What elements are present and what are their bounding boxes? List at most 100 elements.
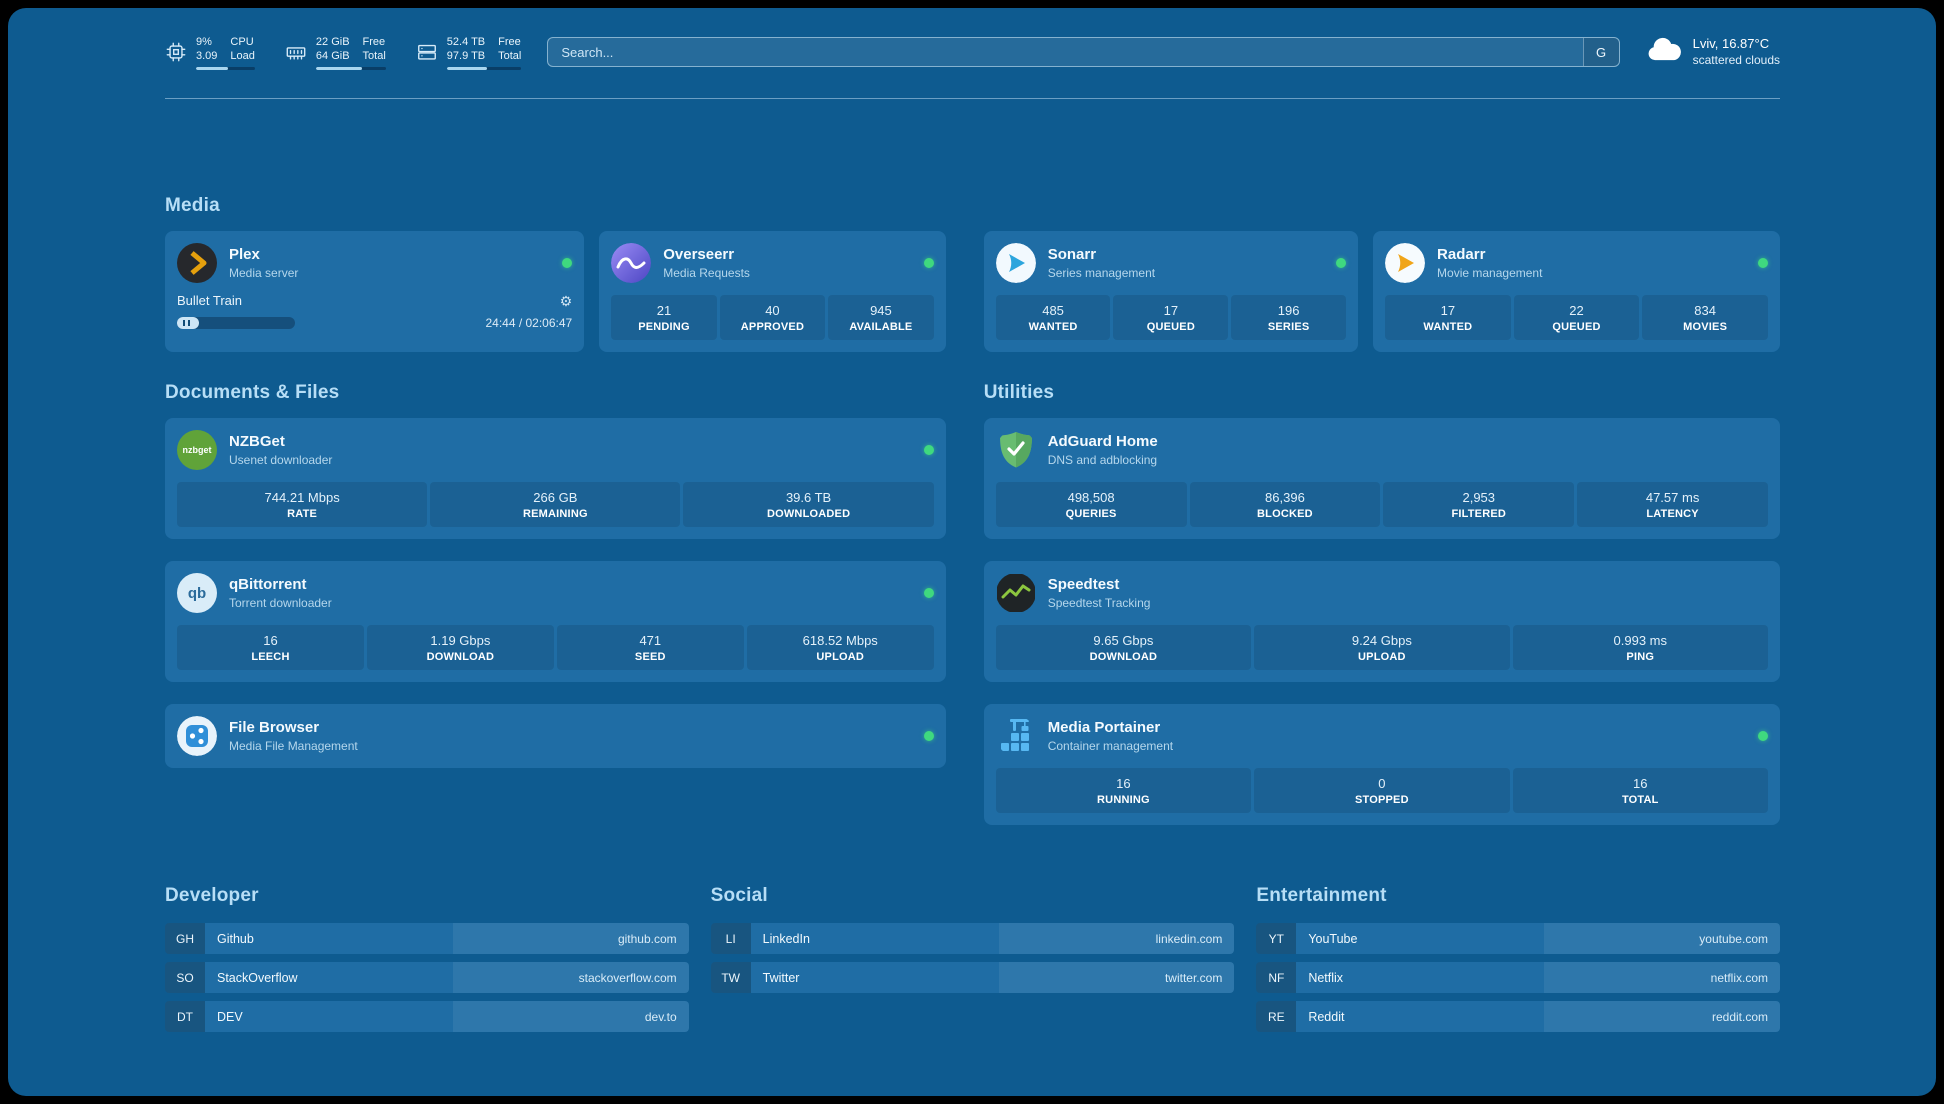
disk-total-value: 97.9 TB — [446, 49, 486, 62]
stat-box: 266 GB REMAINING — [430, 482, 681, 527]
stat-value: 1.19 Gbps — [430, 633, 491, 648]
bookmark-twitter[interactable]: TW Twitter twitter.com — [710, 962, 1235, 993]
radarr-card[interactable]: Radarr Movie management 17 WANTED 22 QUE… — [1373, 231, 1780, 352]
disk-metric: 52.4 TB 97.9 TB Free Total — [416, 35, 522, 70]
stat-label: APPROVED — [740, 321, 805, 333]
nzbget-icon-text: nzbget — [182, 445, 212, 455]
stat-label: SERIES — [1267, 321, 1310, 333]
playback-progress-bar[interactable] — [177, 317, 295, 329]
portainer-icon — [996, 716, 1036, 756]
bookmark-youtube[interactable]: YT YouTube youtube.com — [1256, 923, 1780, 954]
section-title-social: Social — [710, 885, 768, 906]
stat-value: 9.24 Gbps — [1351, 633, 1412, 648]
adguard-icon — [996, 430, 1036, 470]
bookmark-domain: netflix.com — [1544, 962, 1780, 993]
stat-box: 471 SEED — [556, 625, 744, 670]
system-metrics: 9% 3.09 CPU Load — [165, 35, 522, 70]
stat-value: 498,508 — [1067, 490, 1115, 505]
weather-widget: Lviv, 16.87°C scattered clouds — [1646, 35, 1780, 69]
disk-free-value: 52.4 TB — [446, 35, 486, 48]
radarr-icon — [1385, 243, 1426, 283]
filebrowser-card[interactable]: File Browser Media File Management — [165, 704, 946, 768]
stat-value: 618.52 Mbps — [802, 633, 878, 648]
qbittorrent-card[interactable]: qb qBittorrent Torrent downloader 16 LEE… — [165, 561, 946, 682]
stat-box: 498,508 QUERIES — [995, 482, 1187, 527]
bookmark-netflix[interactable]: NF Netflix netflix.com — [1256, 962, 1780, 993]
stat-value: 17 — [1440, 303, 1456, 318]
status-online-dot — [562, 258, 573, 268]
stat-label: RUNNING — [1097, 794, 1150, 806]
entertainment-section: Entertainment YT YouTube youtube.com NF … — [1256, 885, 1780, 1032]
portainer-card[interactable]: Media Portainer Container management 16 … — [983, 704, 1780, 825]
speedtest-card[interactable]: Speedtest Speedtest Tracking 9.65 Gbps D… — [983, 561, 1780, 682]
card-title: Overseerr — [663, 246, 735, 263]
dashboard: 9% 3.09 CPU Load — [8, 8, 1936, 1096]
stat-value: 16 — [1633, 776, 1648, 791]
stat-label: SEED — [634, 651, 666, 663]
stat-value: 39.6 TB — [785, 490, 832, 505]
stat-box: 22 QUEUED — [1513, 295, 1640, 340]
adguard-card[interactable]: AdGuard Home DNS and adblocking 498,508 … — [983, 418, 1780, 539]
gear-icon[interactable]: ⚙ — [559, 292, 573, 309]
documents-section: Documents & Files nzbget NZBGet Usenet d… — [165, 382, 946, 768]
cpu-icon — [165, 41, 187, 63]
card-title: Plex — [229, 246, 260, 263]
bookmark-name: Github — [217, 931, 254, 946]
stat-label: STOPPED — [1354, 794, 1409, 806]
bookmark-github[interactable]: GH Github github.com — [165, 923, 689, 954]
card-subtitle: DNS and adblocking — [1047, 453, 1158, 467]
stat-value: 196 — [1277, 303, 1300, 318]
card-subtitle: Torrent downloader — [229, 596, 332, 610]
nzbget-icon: nzbget — [177, 430, 217, 470]
bookmark-abbr: RE — [1256, 1001, 1297, 1032]
stat-box: 17 WANTED — [1385, 295, 1511, 340]
stat-box: 16 LEECH — [177, 625, 364, 670]
stat-box: 16 TOTAL — [1512, 768, 1768, 813]
stat-label: AVAILABLE — [849, 321, 913, 333]
bookmark-abbr: NF — [1256, 962, 1297, 993]
stat-box: 744.21 Mbps RATE — [177, 482, 428, 527]
stat-box: 1.19 Gbps DOWNLOAD — [366, 625, 554, 670]
pause-icon[interactable] — [183, 320, 190, 326]
stat-label: BLOCKED — [1257, 508, 1313, 520]
bookmark-dev[interactable]: DT DEV dev.to — [165, 1001, 689, 1032]
card-title: NZBGet — [229, 433, 285, 450]
status-online-dot — [1757, 731, 1768, 741]
stat-box: 17 QUEUED — [1113, 295, 1229, 340]
stat-value: 945 — [870, 303, 892, 318]
stat-value: 485 — [1042, 303, 1064, 318]
search-input[interactable] — [548, 38, 1583, 66]
bookmark-reddit[interactable]: RE Reddit reddit.com — [1256, 1001, 1780, 1032]
bookmark-name: LinkedIn — [762, 931, 810, 946]
nzbget-card[interactable]: nzbget NZBGet Usenet downloader 744.21 M… — [165, 418, 946, 539]
stat-label: DOWNLOAD — [426, 651, 495, 663]
sonarr-card[interactable]: Sonarr Series management 485 WANTED 17 Q… — [983, 231, 1359, 352]
stat-label: QUERIES — [1065, 508, 1117, 520]
bookmark-linkedin[interactable]: LI LinkedIn linkedin.com — [710, 923, 1235, 954]
search-engine-button[interactable]: G — [1582, 38, 1619, 66]
ram-free-label: Free — [362, 35, 386, 48]
card-title: Speedtest — [1047, 576, 1120, 593]
plex-card[interactable]: Plex Media server Bullet Train ⚙ — [165, 231, 585, 352]
bookmark-domain: linkedin.com — [998, 923, 1235, 954]
bookmark-abbr: SO — [165, 962, 205, 993]
cpu-metric: 9% 3.09 CPU Load — [165, 35, 255, 70]
overseerr-card[interactable]: Overseerr Media Requests 21 PENDING 40 A… — [599, 231, 946, 352]
ram-free-value: 22 GiB — [315, 35, 350, 48]
stat-value: 0.993 ms — [1613, 633, 1668, 648]
status-online-dot — [923, 731, 934, 741]
bookmark-stackoverflow[interactable]: SO StackOverflow stackoverflow.com — [165, 962, 689, 993]
disk-free-label: Free — [498, 35, 521, 48]
stat-value: 9.65 Gbps — [1093, 633, 1154, 648]
stat-label: WANTED — [1423, 321, 1473, 333]
overseerr-icon — [611, 243, 652, 283]
cpu-usage-value: 9% — [196, 35, 212, 48]
section-title-media: Media — [165, 195, 220, 216]
card-subtitle: Media server — [229, 266, 299, 280]
card-subtitle: Media File Management — [229, 739, 358, 753]
stat-label: FILTERED — [1451, 508, 1507, 520]
ram-total-label: Total — [362, 49, 386, 62]
card-title: AdGuard Home — [1047, 433, 1158, 450]
stat-box: 945 AVAILABLE — [828, 295, 934, 340]
